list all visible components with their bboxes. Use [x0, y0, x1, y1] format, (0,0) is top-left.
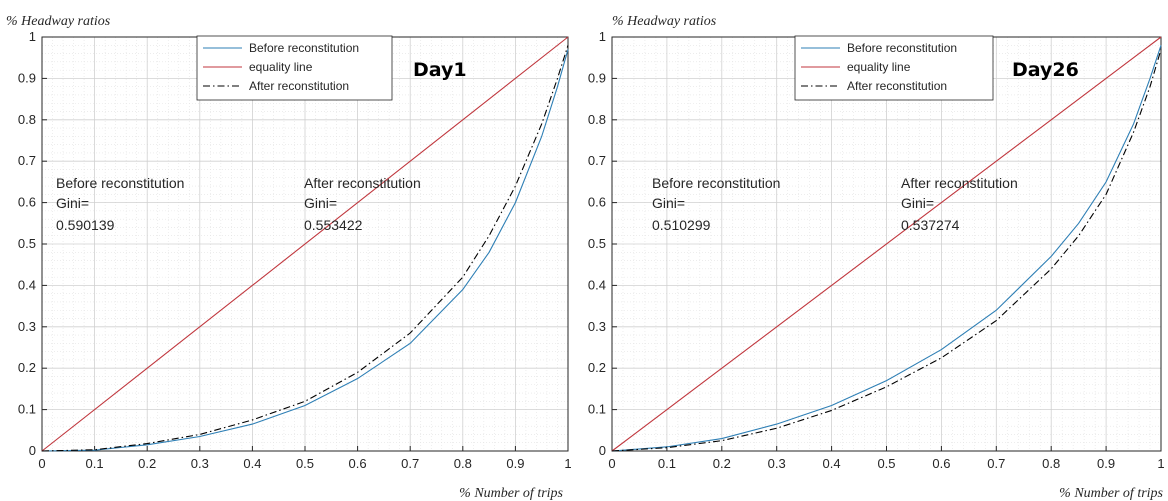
x-tick-label: 0.5	[877, 456, 895, 471]
x-tick-label: 0.4	[823, 456, 841, 471]
y-tick-label: 1	[599, 29, 606, 44]
annotation-gini-value: 0.537274	[901, 217, 960, 233]
y-tick-label: 0.2	[18, 360, 36, 375]
gini-annotation-before: Before reconstitution Gini= 0.590139	[56, 175, 184, 233]
y-tick-label: 0.8	[18, 112, 36, 127]
y-tick-label: 0.3	[588, 319, 606, 334]
legend-label: Before reconstitution	[847, 41, 957, 55]
x-tick-label: 0.7	[401, 456, 419, 471]
y-tick-label: 0.7	[18, 153, 36, 168]
legend-label: Before reconstitution	[249, 41, 359, 55]
x-tick-label: 0.9	[1097, 456, 1115, 471]
x-tick-label: 0.2	[713, 456, 731, 471]
series-line-equality-line	[41, 36, 569, 452]
y-tick-label: 0.9	[18, 70, 36, 85]
x-tick-label: 1	[1157, 456, 1164, 471]
x-axis-title: % Number of trips	[1059, 486, 1163, 501]
annotation-title: Before reconstitution	[56, 175, 184, 191]
x-tick-label: 0.9	[506, 456, 524, 471]
annotation-gini-label: Gini=	[304, 195, 337, 211]
x-tick-label: 0.2	[138, 456, 156, 471]
series-line-before-reconstitution	[41, 49, 569, 452]
chart-panel-day26: 0 0.1 0.2 0.3 0.4 0.5 0.6 0.7 0.8 0.9 1 0 0.1 0.2 0.3 0…	[588, 14, 1165, 501]
legend: Before reconstitution equality line After …	[794, 35, 994, 101]
x-axis-title: % Number of trips	[459, 486, 563, 501]
x-tick-label: 0.8	[1042, 456, 1060, 471]
legend-label: After reconstitution	[847, 79, 947, 93]
y-tick-label: 0.4	[588, 277, 606, 292]
y-tick-label: 0.2	[588, 360, 606, 375]
annotation-gini-value: 0.553422	[304, 217, 363, 233]
y-tick-label: 1	[29, 29, 36, 44]
gini-annotation-after: After reconstitution Gini= 0.537274	[901, 175, 1018, 233]
series-line-equality-line	[611, 36, 1162, 452]
y-tick-label: 0.9	[588, 70, 606, 85]
y-tick-label: 0.6	[588, 195, 606, 210]
x-tick-label: 1	[564, 456, 571, 471]
y-tick-label: 0.8	[588, 112, 606, 127]
annotation-gini-label: Gini=	[901, 195, 934, 211]
x-tick-label: 0.8	[454, 456, 472, 471]
x-tick-label: 0.6	[349, 456, 367, 471]
x-tick-label: 0.6	[932, 456, 950, 471]
x-tick-label: 0	[608, 456, 615, 471]
y-tick-label: 0.3	[18, 319, 36, 334]
y-axis-title: % Headway ratios	[6, 14, 111, 29]
legend: Before reconstitution equality line After …	[196, 35, 393, 101]
y-tick-label: 0.1	[588, 402, 606, 417]
legend-box	[196, 35, 393, 101]
annotation-gini-value: 0.590139	[56, 217, 115, 233]
y-tick-label: 0.6	[18, 195, 36, 210]
gini-annotation-after: After reconstitution Gini= 0.553422	[304, 175, 421, 233]
y-tick-label: 0.1	[18, 402, 36, 417]
series-line-after-reconstitution	[611, 49, 1162, 452]
annotation-gini-label: Gini=	[652, 195, 685, 211]
x-tick-label: 0.3	[768, 456, 786, 471]
x-tick-label: 0	[38, 456, 45, 471]
x-tick-label: 0.3	[191, 456, 209, 471]
x-tick-label: 0.5	[296, 456, 314, 471]
x-tick-label: 0.7	[987, 456, 1005, 471]
annotation-title: After reconstitution	[304, 175, 421, 191]
y-axis-title: % Headway ratios	[612, 14, 717, 29]
day-label: Day1	[413, 59, 467, 81]
x-tick-label: 0.1	[658, 456, 676, 471]
series-line-before-reconstitution	[611, 45, 1162, 452]
day-label: Day26	[1012, 59, 1079, 81]
annotation-title: After reconstitution	[901, 175, 1018, 191]
legend-label: equality line	[847, 60, 911, 74]
y-tick-label: 0.5	[18, 236, 36, 251]
annotation-title: Before reconstitution	[652, 175, 780, 191]
annotation-gini-label: Gini=	[56, 195, 89, 211]
y-tick-label: 0.5	[588, 236, 606, 251]
y-tick-label: 0	[29, 443, 36, 458]
y-tick-label: 0	[599, 443, 606, 458]
legend-label: equality line	[249, 60, 313, 74]
x-tick-label: 0.1	[86, 456, 104, 471]
gini-annotation-before: Before reconstitution Gini= 0.510299	[652, 175, 780, 233]
legend-label: After reconstitution	[249, 79, 349, 93]
y-tick-label: 0.7	[588, 153, 606, 168]
legend-box	[794, 35, 994, 101]
y-tick-label: 0.4	[18, 277, 36, 292]
annotation-gini-value: 0.510299	[652, 217, 711, 233]
chart-panel-day1: 0 0.1 0.2 0.3 0.4 0.5 0.6 0.7 0.8 0.9 1 0 0.1 0.2 0.3 0…	[6, 14, 572, 501]
x-tick-label: 0.4	[243, 456, 261, 471]
